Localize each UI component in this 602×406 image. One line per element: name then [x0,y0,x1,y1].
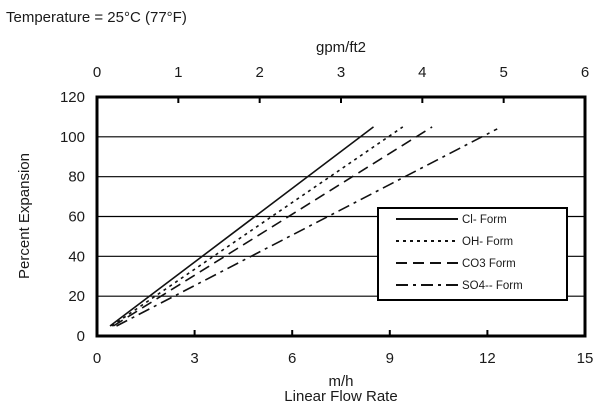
series-line-1 [111,126,404,327]
legend-label-3: SO4-- Form [462,280,523,292]
x-axis-label-unit: m/h [328,373,353,390]
x-top-tick-label-6: 6 [581,64,589,81]
legend-label-2: CO3 Form [462,258,516,270]
x-top-tick-label-3: 3 [337,64,345,81]
y-tick-label-0: 0 [77,328,85,345]
series-line-2 [112,126,433,327]
x-top-tick-label-2: 2 [255,64,263,81]
y-tick-label-60: 60 [68,209,85,226]
x-top-tick-label-1: 1 [174,64,182,81]
x-top-axis-label: gpm/ft2 [316,39,366,56]
y-tick-label-40: 40 [68,248,85,265]
x-tick-label-9: 9 [386,350,394,367]
legend: Cl- Form OH- Form CO3 Form SO4-- Form [377,207,568,301]
x-tick-label-3: 3 [190,350,198,367]
y-tick-label-100: 100 [60,129,85,146]
x-tick-label-0: 0 [93,350,101,367]
x-top-tick-label-4: 4 [418,64,426,81]
x-tick-label-6: 6 [288,350,296,367]
y-tick-label-20: 20 [68,288,85,305]
series-line-3 [116,128,498,327]
y-tick-label-120: 120 [60,89,85,106]
x-top-tick-label-0: 0 [93,64,101,81]
y-axis-label: Percent Expansion [16,153,33,279]
y-tick-label-80: 80 [68,169,85,186]
x-tick-label-12: 12 [479,350,496,367]
series-group [109,126,498,327]
chart-note: Temperature = 25°C (77°F) [6,9,187,26]
x-tick-label-15: 15 [577,350,594,367]
series-line-0 [109,126,374,327]
legend-label-0: Cl- Form [462,214,507,226]
x-axis-label: Linear Flow Rate [284,388,397,405]
legend-box [377,207,568,301]
legend-label-1: OH- Form [462,236,513,248]
x-top-tick-label-5: 5 [499,64,507,81]
